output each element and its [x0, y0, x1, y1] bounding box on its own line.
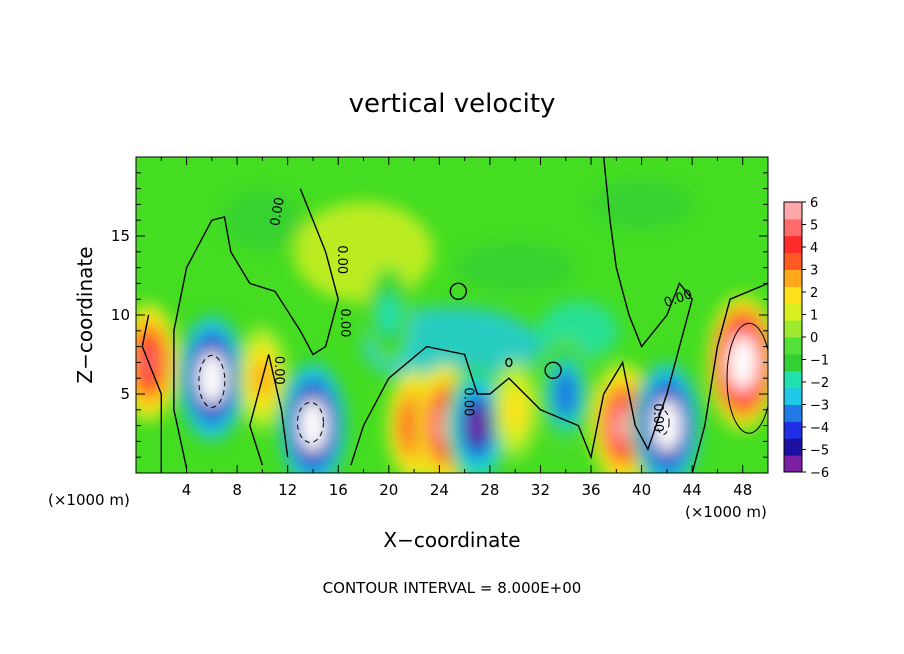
field-blob — [657, 409, 677, 442]
colorbar-swatch — [784, 353, 802, 372]
field-blob — [468, 410, 486, 441]
zero-contour — [173, 188, 339, 469]
colorbar-label: 2 — [810, 286, 818, 301]
chart-title: vertical velocity — [349, 89, 556, 119]
field-blob — [614, 410, 632, 441]
colorbar-swatch — [784, 286, 802, 304]
zero-contour — [505, 357, 513, 368]
x-tick-label: 36 — [581, 481, 600, 499]
zero-contours — [141, 157, 768, 473]
negative-contour — [656, 409, 670, 435]
x-tick-label: 24 — [430, 481, 449, 499]
field-blob — [733, 346, 753, 379]
field-wash — [455, 242, 576, 293]
x-tick-label: 44 — [683, 481, 702, 499]
field-blob — [303, 409, 323, 442]
colorbar-swatch — [784, 455, 802, 473]
field-wash — [293, 201, 434, 302]
x-axis-title: X−coordinate — [383, 528, 520, 552]
colorbar-label: 5 — [810, 219, 818, 234]
colorbar-swatch — [784, 269, 802, 287]
x-unit-left: (×1000 m) — [48, 491, 130, 509]
contour-label: 0.00 — [268, 196, 288, 227]
y-axis-title: Z−coordinate — [73, 246, 97, 383]
colorbar-label: −2 — [810, 376, 829, 391]
colorbar-label: 4 — [810, 241, 818, 256]
field-blob — [557, 378, 575, 410]
y-tick-label: 15 — [111, 227, 130, 245]
colorbar-swatch — [784, 387, 802, 406]
x-unit-right: (×1000 m) — [685, 503, 767, 521]
positive-contour — [726, 322, 768, 434]
field-blob — [202, 361, 222, 395]
colorbar-swatch — [784, 337, 802, 355]
x-tick-label: 32 — [531, 481, 550, 499]
contour-labels: 0.000.000.000.000.000.000.00 — [268, 196, 694, 432]
colorbar-label: 6 — [810, 196, 818, 211]
x-tick-label: 28 — [480, 481, 499, 499]
x-tick-label: 40 — [632, 481, 651, 499]
zero-contour — [350, 157, 693, 466]
field-blob — [378, 294, 399, 336]
colorbar-swatch — [784, 252, 802, 271]
colorbar-label: −6 — [810, 466, 829, 481]
x-axis-ticks: 4 8 12 16 20 24 28 32 36 40 44 48 — [160, 157, 752, 499]
colorbar: 6 5 4 3 2 1 0 −1 −2 −3 −4 −5 −6 — [783, 196, 829, 481]
y-tick-label: 5 — [120, 385, 130, 403]
x-tick-label: 8 — [232, 481, 242, 499]
zero-contour — [449, 282, 468, 300]
zero-contour — [691, 282, 768, 473]
x-tick-label: 16 — [329, 481, 348, 499]
contour-label: 0.00 — [650, 403, 665, 432]
colorbar-label: 0 — [810, 331, 818, 346]
y-tick-label: 10 — [111, 306, 130, 324]
colorbar-label: −1 — [810, 354, 829, 369]
colorbar-swatch — [784, 320, 802, 338]
field-wash — [591, 179, 692, 230]
x-tick-label: 4 — [182, 481, 192, 499]
negative-contour — [296, 401, 324, 443]
field-wash — [222, 190, 303, 251]
colorbar-swatch — [784, 202, 802, 220]
x-tick-label: 20 — [379, 481, 398, 499]
negative-contour — [198, 354, 226, 408]
zero-contour — [141, 314, 162, 473]
colorbar-swatch — [784, 421, 802, 439]
contour-label: 0.00 — [334, 245, 349, 274]
contour-label: 0.00 — [271, 356, 286, 385]
colorbar-swatch — [784, 438, 802, 456]
colorbar-swatch — [784, 370, 802, 389]
x-tick-label: 48 — [733, 481, 752, 499]
colorbar-label: −5 — [810, 444, 829, 459]
y-axis-ticks: 5 10 15 — [111, 172, 768, 458]
zero-contour — [249, 354, 289, 466]
colorbar-swatch — [784, 235, 802, 254]
contour-label: 0.00 — [337, 308, 352, 337]
colorbar-swatch — [784, 303, 802, 321]
velocity-field — [136, 179, 768, 473]
field-blob — [505, 389, 526, 431]
colorbar-swatch — [784, 404, 802, 422]
colorbar-swatch — [784, 218, 802, 237]
contour-label: 0.00 — [461, 387, 476, 416]
contour-interval-note: CONTOUR INTERVAL = 8.000E+00 — [323, 579, 582, 597]
zero-contour — [544, 361, 562, 379]
colorbar-label: −4 — [810, 421, 829, 436]
x-tick-label: 12 — [278, 481, 297, 499]
colorbar-label: 1 — [810, 309, 818, 324]
colorbar-label: 3 — [810, 264, 818, 279]
colorbar-label: −3 — [810, 399, 829, 414]
